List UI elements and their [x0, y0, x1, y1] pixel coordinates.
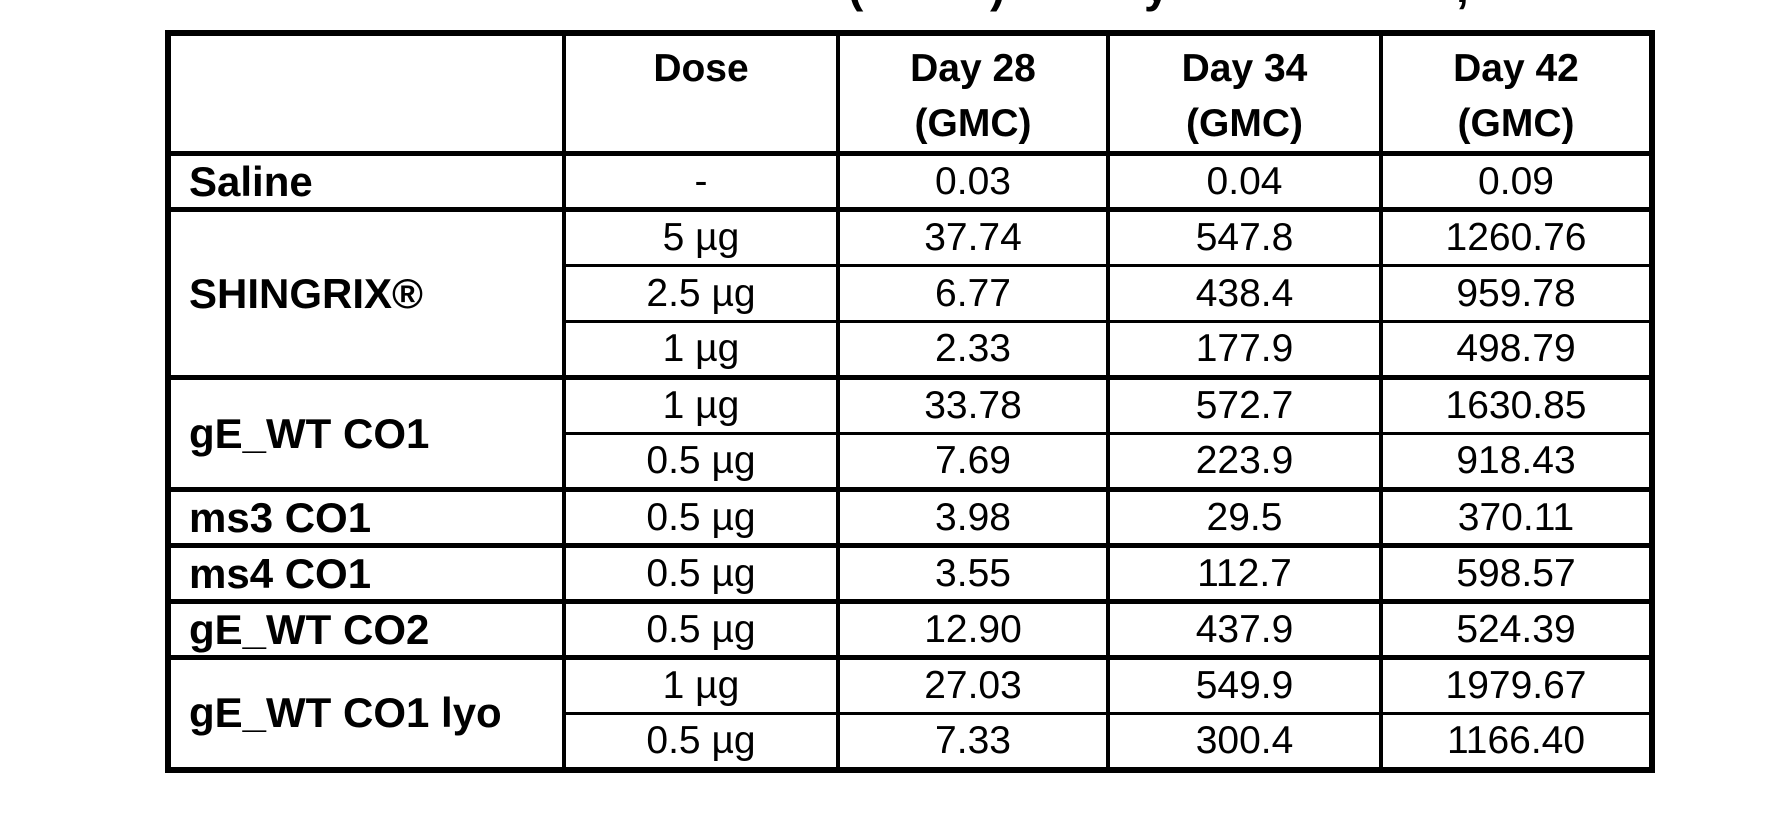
- dose-cell: 1 µg: [562, 375, 840, 435]
- group-label-ms3-co1: ms3 CO1: [166, 487, 566, 547]
- gmc-value-cell: 959.78: [1379, 264, 1654, 323]
- gmc-value-cell: 524.39: [1379, 599, 1654, 659]
- dose-cell: -: [562, 151, 840, 211]
- gmc-value-cell: 572.7: [1106, 375, 1383, 435]
- gmc-value-cell: 223.9: [1106, 432, 1383, 491]
- dose-cell: 1 µg: [562, 655, 840, 715]
- gmc-value-cell: 498.79: [1379, 320, 1654, 379]
- dose-cell: 0.5 µg: [562, 712, 840, 771]
- gmc-value-cell: 6.77: [836, 264, 1110, 323]
- table-row: gE_WT CO2 0.5 µg 12.90 437.9 524.39: [166, 599, 1654, 659]
- gmc-results-table: Dose Day 28 (GMC) Day 34 (GMC) Day 42 (G…: [165, 30, 1655, 773]
- gmc-value-cell: 7.33: [836, 712, 1110, 771]
- gmc-value-cell: 29.5: [1106, 487, 1383, 547]
- gmc-value-cell: 549.9: [1106, 655, 1383, 715]
- group-label-shingrix: SHINGRIX®: [166, 207, 566, 379]
- column-header-day28: Day 28 (GMC): [836, 31, 1110, 156]
- column-header-dose: Dose: [562, 31, 840, 156]
- header-line-1: Day 28: [910, 47, 1036, 90]
- clipped-caption-fragment: (: [848, 0, 863, 9]
- gmc-value-cell: 7.69: [836, 432, 1110, 491]
- dose-cell: 0.5 µg: [562, 487, 840, 547]
- table-row: Saline - 0.03 0.04 0.09: [166, 151, 1654, 211]
- gmc-value-cell: 112.7: [1106, 543, 1383, 603]
- dose-cell: 0.5 µg: [562, 543, 840, 603]
- gmc-value-cell: 598.57: [1379, 543, 1654, 603]
- dose-cell: 2.5 µg: [562, 264, 840, 323]
- table-row: ms4 CO1 0.5 µg 3.55 112.7 598.57: [166, 543, 1654, 603]
- dose-cell: 0.5 µg: [562, 599, 840, 659]
- header-line-2: (GMC): [1457, 102, 1575, 145]
- clipped-caption-fragment: y: [1144, 0, 1170, 9]
- clipped-caption-fragment: ,: [1456, 0, 1469, 9]
- table-row: 0.5 µg 7.33 300.4 1166.40: [168, 712, 1654, 771]
- gmc-value-cell: 370.11: [1379, 487, 1654, 547]
- header-row: Dose Day 28 (GMC) Day 34 (GMC) Day 42 (G…: [166, 31, 1654, 156]
- gmc-value-cell: 300.4: [1106, 712, 1383, 771]
- header-line-2: (GMC): [914, 102, 1032, 145]
- header-line-2: (GMC): [1186, 102, 1303, 145]
- clipped-caption-fragment: ): [990, 0, 1005, 9]
- table-row: 2.5 µg 6.77 438.4 959.78: [168, 264, 1654, 323]
- group-label-ge-wt-co2: gE_WT CO2: [166, 599, 566, 659]
- table-row: 1 µg 2.33 177.9 498.79: [168, 320, 1654, 379]
- dose-cell: 0.5 µg: [562, 432, 840, 491]
- gmc-value-cell: 1166.40: [1379, 712, 1654, 771]
- header-line-1: Dose: [653, 47, 749, 90]
- gmc-value-cell: 3.55: [836, 543, 1110, 603]
- header-line-1: Day 42: [1453, 47, 1579, 90]
- column-header-empty: [166, 31, 566, 156]
- column-header-day42: Day 42 (GMC): [1379, 31, 1654, 156]
- group-label-ms4-co1: ms4 CO1: [166, 543, 566, 603]
- table-row: ms3 CO1 0.5 µg 3.98 29.5 370.11: [166, 487, 1654, 547]
- dose-cell: 1 µg: [562, 320, 840, 379]
- gmc-value-cell: 918.43: [1379, 432, 1654, 491]
- group-label-saline: Saline: [166, 151, 566, 211]
- gmc-value-cell: 177.9: [1106, 320, 1383, 379]
- clipped-caption: ( ) y ,: [0, 0, 1784, 15]
- table-row: gE_WT CO1 1 µg 33.78 572.7 1630.85: [166, 375, 1654, 491]
- gmc-value-cell: 1260.76: [1379, 207, 1654, 267]
- table-row: 0.5 µg 7.69 223.9 918.43: [168, 432, 1654, 491]
- gmc-value-cell: 547.8: [1106, 207, 1383, 267]
- gmc-value-cell: 1630.85: [1379, 375, 1654, 435]
- dose-cell: 5 µg: [562, 207, 840, 267]
- gmc-value-cell: 12.90: [836, 599, 1110, 659]
- column-header-day34: Day 34 (GMC): [1106, 31, 1383, 156]
- table-row: gE_WT CO1 lyo 1 µg 27.03 549.9 1979.67: [166, 655, 1654, 771]
- header-line-1: Day 34: [1181, 47, 1308, 90]
- table-row: SHINGRIX® 5 µg 37.74 547.8 1260.76: [166, 207, 1654, 379]
- group-label-ge-wt-co1: gE_WT CO1: [166, 375, 566, 491]
- gmc-value-cell: 437.9: [1106, 599, 1383, 659]
- gmc-value-cell: 33.78: [836, 375, 1110, 435]
- gmc-value-cell: 1979.67: [1379, 655, 1654, 715]
- gmc-value-cell: 2.33: [836, 320, 1110, 379]
- group-label-ge-wt-co1-lyo: gE_WT CO1 lyo: [166, 655, 566, 771]
- gmc-value-cell: 0.04: [1106, 151, 1383, 211]
- gmc-value-cell: 0.03: [836, 151, 1110, 211]
- gmc-value-cell: 0.09: [1379, 151, 1654, 211]
- gmc-value-cell: 3.98: [836, 487, 1110, 547]
- gmc-value-cell: 438.4: [1106, 264, 1383, 323]
- gmc-value-cell: 27.03: [836, 655, 1110, 715]
- gmc-value-cell: 37.74: [836, 207, 1110, 267]
